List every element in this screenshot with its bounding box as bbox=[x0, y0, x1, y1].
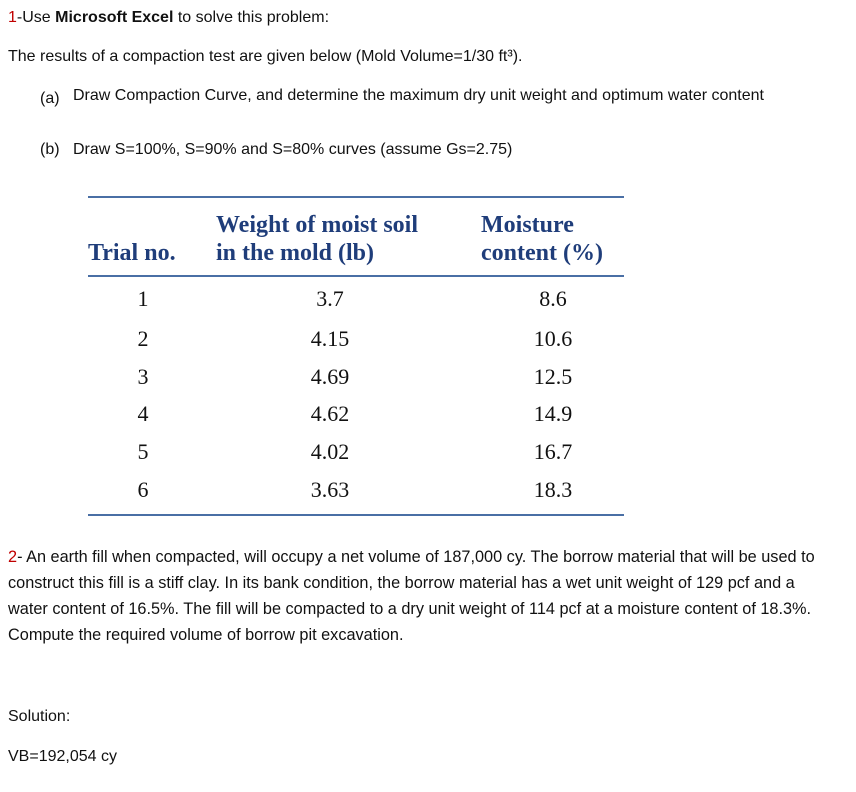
table-header: in the mold (lb) bbox=[216, 240, 375, 266]
table-cell: 10.6 bbox=[533, 326, 573, 351]
table-cell: 4.69 bbox=[310, 364, 350, 389]
table-cell: 2 bbox=[137, 326, 149, 351]
text-bold: Microsoft Excel bbox=[55, 9, 174, 26]
table-cell: 4.02 bbox=[310, 439, 350, 464]
item-text: Draw Compaction Curve, and determine the… bbox=[73, 87, 764, 104]
table-cell: 12.5 bbox=[533, 364, 573, 389]
table-cell: 3.7 bbox=[316, 286, 344, 311]
table-cell: 1 bbox=[137, 286, 149, 311]
table-cell: 4.62 bbox=[310, 401, 350, 426]
problem-2: 2- An earth fill when compacted, will oc… bbox=[8, 544, 838, 648]
table-header: Moisture bbox=[481, 212, 574, 238]
table-cell: 18.3 bbox=[533, 477, 573, 502]
table-rule bbox=[88, 196, 624, 198]
text: - An earth fill when compacted, will occ… bbox=[8, 548, 815, 644]
problem-number: 2 bbox=[8, 548, 18, 566]
table-header: Trial no. bbox=[88, 240, 176, 266]
table-cell: 14.9 bbox=[533, 401, 573, 426]
table-rule bbox=[88, 514, 624, 516]
solution-label: Solution: bbox=[8, 708, 71, 725]
table-cell: 8.6 bbox=[539, 286, 567, 311]
table-cell: 3 bbox=[137, 364, 149, 389]
text: -Use bbox=[16, 9, 56, 26]
table-cell: 6 bbox=[137, 477, 149, 502]
intro: The results of a compaction test are giv… bbox=[8, 48, 523, 65]
item-label: (a) bbox=[40, 90, 60, 107]
problem-number: 1 bbox=[8, 9, 17, 26]
table-header: content (%) bbox=[481, 240, 603, 266]
table-cell: 3.63 bbox=[310, 477, 350, 502]
table-cell: 4 bbox=[137, 401, 149, 426]
table-rule bbox=[88, 275, 624, 277]
problem-1-heading: 1-Use Microsoft Excel to solve this prob… bbox=[8, 8, 329, 28]
table-header: Weight of moist soil bbox=[216, 212, 418, 238]
table-cell: 4.15 bbox=[310, 326, 350, 351]
text: to solve this problem: bbox=[173, 9, 330, 26]
table-cell: 5 bbox=[137, 439, 149, 464]
item-label: (b) bbox=[40, 141, 60, 158]
solution-answer: VB=192,054 cy bbox=[8, 748, 117, 765]
table-cell: 16.7 bbox=[533, 439, 573, 464]
item-text: Draw S=100%, S=90% and S=80% curves (ass… bbox=[73, 141, 513, 158]
